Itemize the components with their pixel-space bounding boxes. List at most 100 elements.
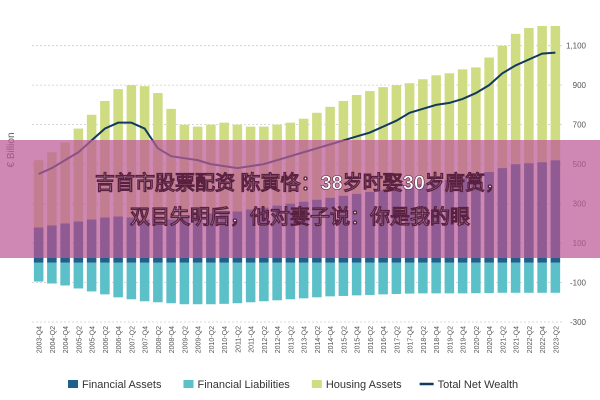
bar (378, 262, 388, 295)
legend-label: Housing Assets (326, 379, 402, 391)
bar (550, 25, 561, 161)
bar (471, 262, 481, 294)
bar (510, 33, 521, 165)
bar (524, 262, 534, 293)
y-tick-label: 700 (573, 121, 587, 130)
bar (285, 262, 296, 300)
x-tick-label: 2017-Q4 (408, 326, 415, 353)
bar (232, 262, 243, 304)
x-tick-label: 2015-Q4 (355, 326, 362, 353)
x-tick-label: 2007-Q4 (143, 326, 150, 353)
x-tick-label: 2019-Q4 (461, 326, 468, 353)
x-tick-label: 2004-Q2 (50, 326, 57, 353)
x-tick-label: 2013-Q4 (302, 326, 309, 353)
bar (497, 262, 508, 293)
bar (484, 57, 494, 172)
bar (457, 69, 468, 178)
x-tick-label: 2017-Q2 (394, 326, 401, 353)
legend-swatch (68, 380, 78, 388)
y-tick-label: 1,100 (566, 42, 587, 51)
bar (524, 27, 534, 164)
x-tick-label: 2011-Q4 (249, 326, 256, 353)
x-tick-label: 2004-Q4 (63, 326, 70, 353)
bar (325, 262, 335, 297)
legend-label: Total Net Wealth (438, 379, 519, 391)
bar (179, 262, 190, 305)
x-tick-label: 2016-Q4 (381, 326, 388, 353)
bar (47, 262, 57, 284)
bar (206, 262, 216, 305)
x-tick-label: 2003-Q4 (37, 326, 44, 353)
x-tick-label: 2008-Q2 (156, 326, 163, 353)
bar (444, 262, 455, 294)
x-tick-label: 2014-Q2 (315, 326, 322, 353)
bar (497, 45, 508, 169)
bar (272, 262, 282, 301)
x-tick-label: 2021-Q2 (500, 326, 507, 353)
legend-label: Financial Assets (82, 379, 162, 391)
x-tick-label: 2005-Q4 (90, 326, 97, 353)
overlay-text: 吉首市股票配资 陈寅恪：38岁时娶30岁唐筼， (95, 170, 505, 194)
bar (259, 262, 269, 302)
x-tick-label: 2015-Q2 (341, 326, 348, 353)
bar (60, 262, 70, 286)
x-tick-label: 2020-Q2 (474, 326, 481, 353)
bar (444, 73, 455, 180)
bar (537, 25, 547, 163)
x-tick-label: 2018-Q4 (434, 326, 441, 353)
x-tick-label: 2006-Q4 (116, 326, 123, 353)
bar (192, 262, 203, 305)
x-tick-label: 2006-Q2 (103, 326, 110, 353)
y-tick-label: 900 (573, 81, 587, 90)
x-tick-label: 2014-Q4 (328, 326, 335, 353)
x-tick-label: 2023-Q2 (553, 326, 560, 353)
bar (404, 262, 415, 294)
x-tick-label: 2008-Q4 (169, 326, 176, 353)
x-tick-label: 2012-Q4 (275, 326, 282, 353)
legend-swatch (311, 380, 322, 388)
bar (457, 262, 468, 294)
y-tick-label: -100 (570, 279, 587, 288)
bar (418, 262, 428, 294)
bar (431, 262, 441, 294)
bar (33, 262, 44, 282)
x-tick-label: 2010-Q4 (222, 326, 229, 353)
x-tick-label: 2019-Q2 (447, 326, 454, 353)
bar (312, 262, 322, 298)
x-tick-label: 2009-Q4 (196, 326, 203, 353)
x-tick-label: 2022-Q2 (527, 326, 534, 353)
bar (86, 262, 97, 292)
x-tick-label: 2013-Q2 (288, 326, 295, 353)
bar (391, 85, 402, 188)
bar (365, 262, 375, 295)
bar (484, 262, 494, 293)
x-tick-label: 2009-Q2 (182, 326, 189, 353)
x-tick-label: 2012-Q2 (262, 326, 269, 353)
bar (219, 262, 229, 304)
x-tick-label: 2011-Q2 (235, 326, 242, 353)
overlay-text: 双目失明后，他对妻子说：你是我的眼 (130, 204, 470, 228)
legend-label: Financial Liabilities (197, 379, 290, 391)
bar (113, 262, 123, 298)
bar (510, 262, 521, 293)
overlay-band (0, 140, 600, 258)
bar (126, 262, 137, 300)
bar (391, 262, 402, 294)
x-tick-label: 2018-Q2 (421, 326, 428, 353)
bar (100, 262, 110, 295)
bar (73, 262, 84, 289)
bar (153, 262, 163, 303)
x-tick-label: 2007-Q2 (129, 326, 136, 353)
bar (245, 262, 256, 303)
x-tick-label: 2016-Q2 (368, 326, 375, 353)
x-tick-label: 2020-Q4 (487, 326, 494, 353)
bar (550, 262, 561, 293)
bar (298, 262, 309, 299)
bar (404, 83, 415, 186)
bar (378, 87, 388, 190)
x-tick-label: 2010-Q2 (209, 326, 216, 353)
bar (471, 67, 481, 176)
bar (338, 262, 349, 296)
bar (418, 79, 428, 184)
